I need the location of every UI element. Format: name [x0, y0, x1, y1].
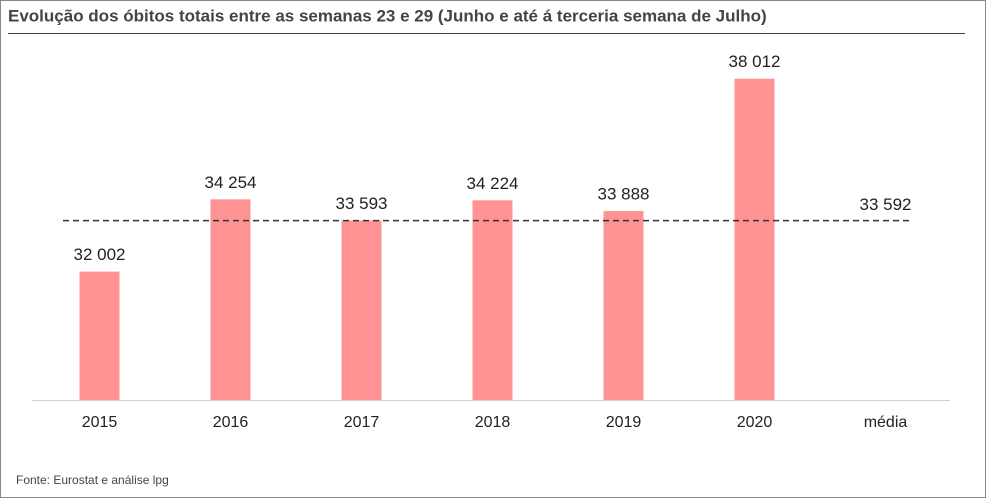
bar	[734, 78, 775, 400]
average-label: 33 592	[860, 195, 912, 214]
x-tick-label: 2019	[606, 414, 642, 431]
data-label: 38 012	[729, 52, 781, 71]
data-label: 32 002	[74, 245, 126, 264]
data-label: 34 254	[205, 173, 257, 192]
bar	[79, 271, 120, 400]
x-tick-label: 2017	[344, 414, 380, 431]
data-label: 33 593	[336, 194, 388, 213]
bar	[472, 200, 513, 400]
x-tick-label: 2018	[475, 414, 511, 431]
source-note: Fonte: Eurostat e análise lpg	[16, 473, 169, 487]
x-tick-label: 2015	[82, 414, 118, 431]
x-tick-label: 2016	[213, 414, 249, 431]
bar	[210, 199, 251, 400]
x-tick-label: 2020	[737, 414, 773, 431]
chart-title: Evolução dos óbitos totais entre as sema…	[8, 6, 767, 25]
bar	[341, 220, 382, 400]
data-label: 33 888	[598, 185, 650, 204]
x-tick-label: média	[864, 414, 908, 431]
data-label: 34 224	[467, 174, 519, 193]
bar	[603, 211, 644, 400]
